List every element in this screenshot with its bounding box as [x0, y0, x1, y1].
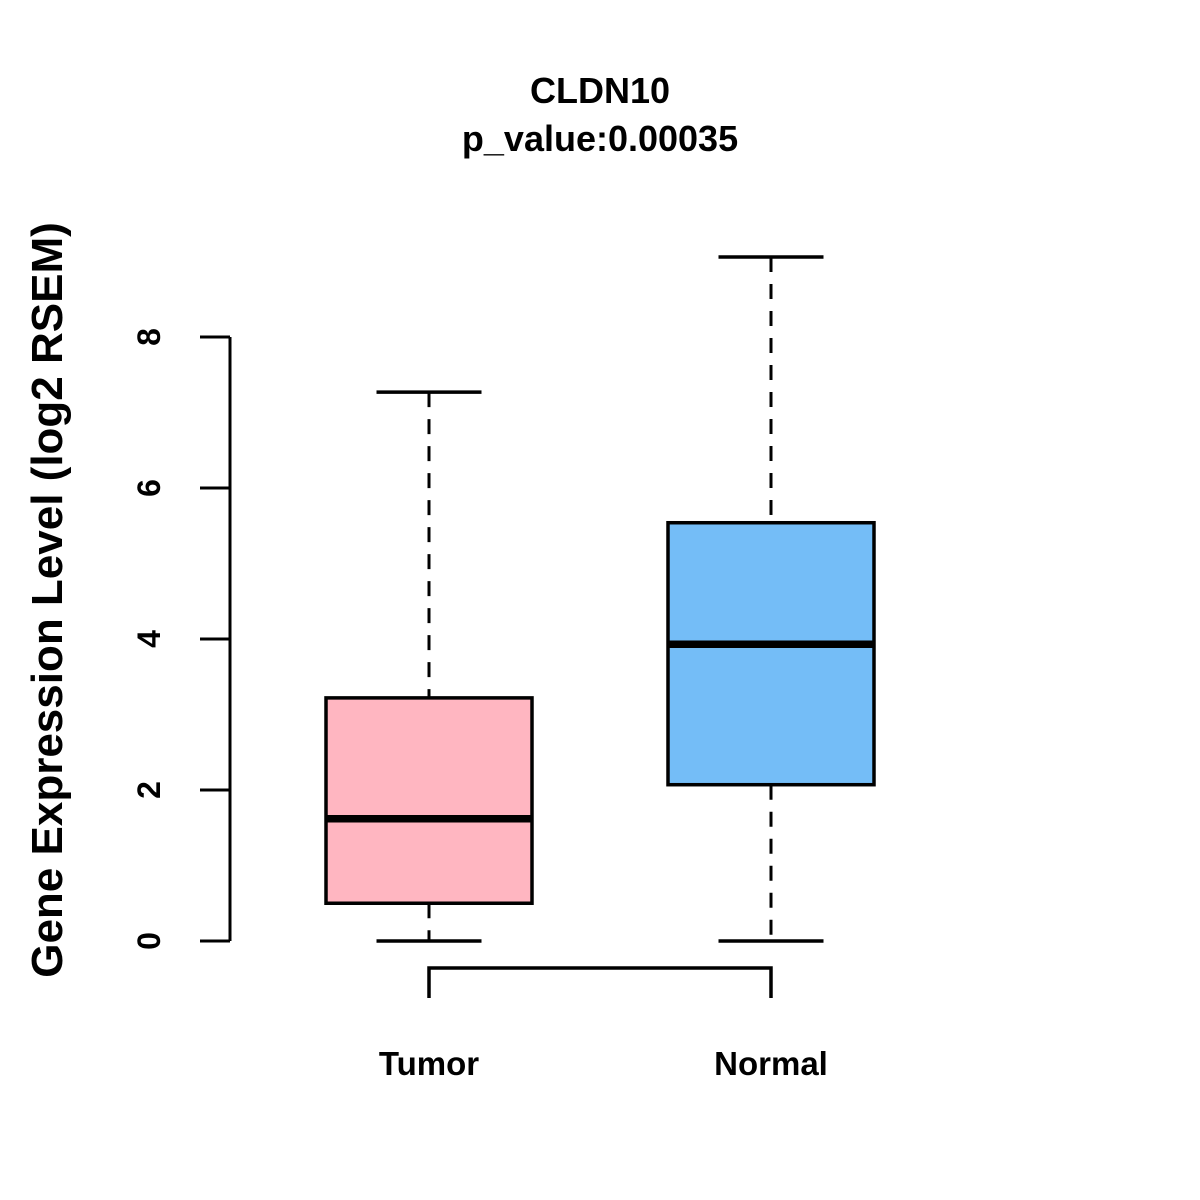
category-labels: Tumor Normal — [379, 1045, 828, 1082]
y-axis-tick-label: 0 — [131, 932, 167, 950]
y-axis: 0 2 4 6 8 — [131, 328, 232, 950]
y-axis-label: Gene Expression Level (log2 RSEM) — [23, 222, 72, 978]
category-label-normal: Normal — [714, 1045, 828, 1082]
y-axis-tick-label: 6 — [131, 479, 167, 497]
y-axis-tick-label: 2 — [131, 781, 167, 799]
box-group-tumor — [324, 390, 534, 943]
y-axis-tick-label: 4 — [131, 630, 167, 648]
iqr-box — [324, 696, 534, 906]
box-series — [324, 255, 876, 943]
y-axis-tick-label: 8 — [131, 328, 167, 346]
chart-subtitle: p_value:0.00035 — [462, 118, 738, 159]
category-label-tumor: Tumor — [379, 1045, 479, 1082]
x-axis-bracket — [427, 966, 773, 998]
chart-title: CLDN10 — [530, 70, 670, 111]
x-axis-line — [427, 966, 773, 998]
box-group-normal — [666, 255, 876, 943]
iqr-box — [666, 520, 876, 787]
